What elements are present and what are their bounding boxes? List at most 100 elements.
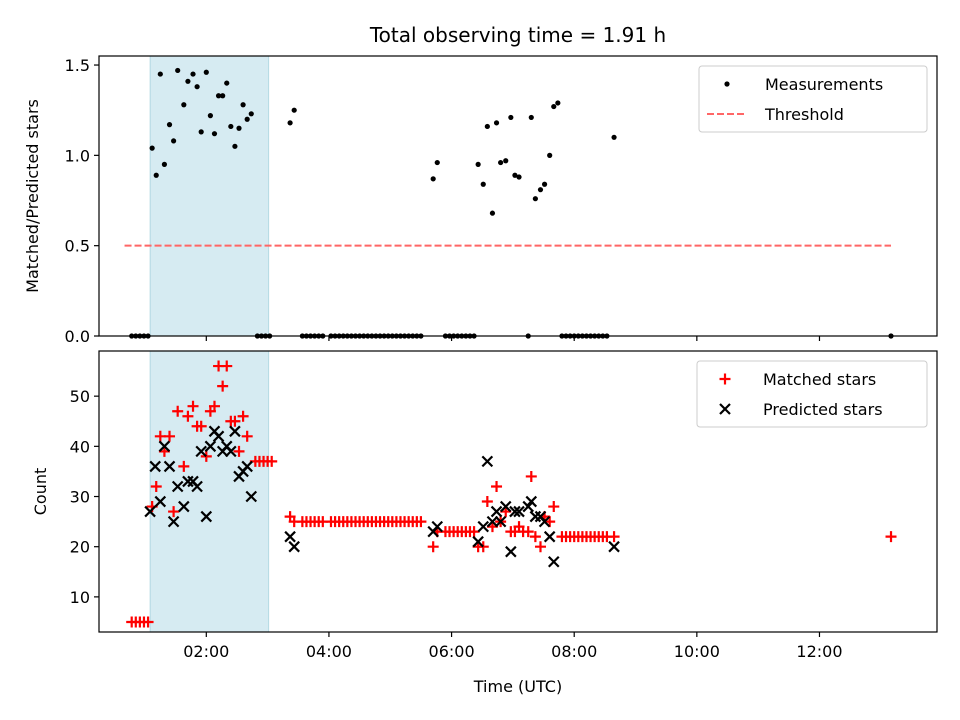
bottom-panel: 10 20 30 40 50 02:00 04:00 06:00 08:00 10:00 12:00…	[31, 350, 938, 696]
data-point	[237, 410, 249, 422]
data-point	[233, 445, 245, 457]
data-point	[611, 134, 617, 140]
data-point	[516, 174, 522, 180]
data-point	[608, 540, 620, 553]
y-tick-label: 20	[70, 538, 90, 557]
data-point	[150, 480, 162, 492]
legend-label: Predicted stars	[763, 400, 883, 419]
data-point	[208, 400, 220, 412]
y-tick-label: 0.0	[65, 327, 90, 346]
data-point	[503, 158, 509, 164]
data-point	[543, 530, 556, 543]
data-point	[529, 510, 542, 523]
data-point	[153, 172, 159, 178]
data-point	[171, 138, 177, 144]
data-point	[288, 540, 300, 553]
data-point	[505, 545, 517, 558]
observing-time-span	[149, 350, 270, 633]
data-point	[166, 122, 173, 128]
data-point	[171, 480, 184, 493]
data-point	[172, 405, 184, 417]
data-point	[228, 123, 234, 130]
data-point	[244, 116, 250, 122]
data-point	[220, 93, 226, 99]
y-tick-label: 0.5	[65, 237, 90, 256]
data-point	[538, 515, 551, 528]
legend-label: Threshold	[764, 105, 844, 124]
y-tick-label: 10	[70, 588, 90, 607]
data-point	[548, 501, 560, 513]
legend-label: Matched stars	[763, 370, 876, 389]
top-plot-frame	[98, 55, 938, 337]
data-point	[149, 145, 155, 151]
top-panel: Total observing time = 1.91 h 0.0 0.5 1.0 1…	[23, 23, 938, 346]
legend-marker	[719, 373, 731, 385]
data-point	[191, 480, 203, 493]
chart-title: Total observing time = 1.91 h	[369, 23, 666, 47]
data-point	[168, 506, 180, 518]
top-y-axis-label: Matched/Predicted stars	[23, 99, 42, 293]
x-tick-label: 04:00	[306, 642, 352, 661]
data-point	[415, 516, 427, 528]
legend-marker	[724, 81, 730, 87]
y-tick-label: 1.5	[65, 56, 90, 75]
data-point	[229, 425, 241, 438]
data-point	[513, 505, 525, 518]
data-point	[480, 181, 486, 187]
data-point	[481, 455, 494, 468]
data-point	[493, 120, 500, 126]
data-point	[494, 515, 507, 528]
data-point	[532, 196, 538, 202]
data-point	[431, 520, 444, 533]
x-tick-label: 08:00	[551, 642, 597, 661]
observing-time-span	[149, 55, 270, 337]
data-point	[284, 530, 296, 543]
data-point	[163, 460, 176, 473]
data-point	[157, 71, 163, 77]
data-point	[154, 495, 167, 508]
series-matched-stars	[126, 360, 897, 628]
series-measurements	[129, 67, 894, 339]
data-point	[200, 510, 213, 523]
data-point	[240, 102, 246, 108]
data-point	[537, 187, 544, 193]
data-point	[167, 515, 180, 528]
data-point	[149, 460, 161, 473]
data-point	[221, 360, 233, 372]
data-point	[142, 616, 154, 628]
data-point	[509, 505, 521, 518]
data-point	[547, 555, 560, 568]
data-point	[525, 470, 537, 482]
data-point	[551, 103, 557, 110]
data-point	[241, 430, 253, 442]
data-point	[477, 541, 489, 553]
data-point	[217, 380, 229, 392]
data-point	[182, 410, 194, 422]
x-tick-label: 10:00	[674, 642, 720, 661]
data-point	[490, 505, 503, 518]
top-legend: Measurements Threshold	[698, 65, 928, 133]
data-point	[236, 125, 242, 131]
data-point	[198, 129, 204, 135]
data-point	[484, 123, 490, 130]
data-point	[491, 480, 503, 492]
legend-marker	[719, 403, 731, 415]
data-point	[195, 445, 207, 458]
y-tick-label: 30	[70, 488, 90, 507]
data-point	[215, 93, 222, 99]
data-point	[512, 172, 518, 178]
data-point	[472, 535, 484, 548]
data-point	[229, 415, 241, 427]
data-point	[185, 78, 191, 84]
data-point	[427, 541, 439, 553]
data-point	[248, 111, 254, 117]
y-tick-label: 50	[70, 387, 90, 406]
data-point	[225, 445, 237, 458]
bottom-y-axis-label: Count	[31, 468, 50, 516]
data-point	[475, 161, 481, 167]
data-point	[241, 460, 253, 473]
data-point	[555, 100, 561, 106]
data-point	[164, 430, 176, 442]
data-point	[178, 460, 190, 472]
